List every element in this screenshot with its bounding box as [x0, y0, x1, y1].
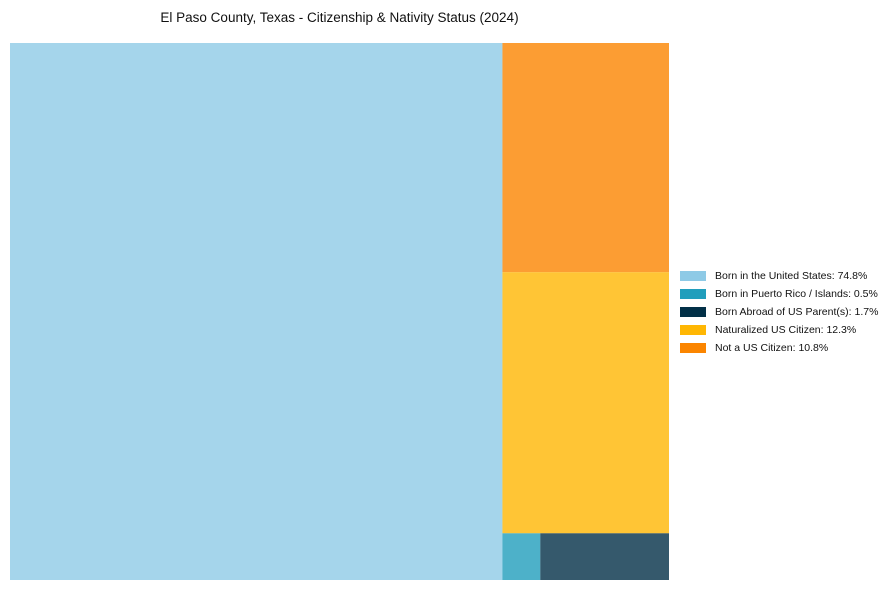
- legend: Born in the United States: 74.8% Born in…: [680, 267, 878, 357]
- treemap: [10, 43, 669, 580]
- legend-label: Not a US Citizen: 10.8%: [715, 342, 829, 354]
- legend-label: Born Abroad of US Parent(s): 1.7%: [715, 306, 879, 318]
- treemap-tile-not-a-us-citizen: [502, 43, 669, 273]
- legend-item: Born in the United States: 74.8%: [680, 267, 878, 285]
- treemap-tile-born-abroad-of-us-parent-s-: [540, 533, 669, 580]
- legend-item: Born in Puerto Rico / Islands: 0.5%: [680, 285, 878, 303]
- legend-swatch: [680, 289, 706, 299]
- legend-swatch: [680, 307, 706, 317]
- legend-label: Born in Puerto Rico / Islands: 0.5%: [715, 288, 878, 300]
- legend-item: Naturalized US Citizen: 12.3%: [680, 321, 878, 339]
- treemap-tile-naturalized-us-citizen: [502, 272, 669, 534]
- treemap-tile-born-in-puerto-rico-islands: [502, 533, 541, 580]
- legend-item: Born Abroad of US Parent(s): 1.7%: [680, 303, 878, 321]
- legend-label: Born in the United States: 74.8%: [715, 270, 868, 282]
- treemap-tile-born-in-the-united-states: [10, 43, 503, 580]
- legend-label: Naturalized US Citizen: 12.3%: [715, 324, 857, 336]
- legend-swatch: [680, 325, 706, 335]
- legend-swatch: [680, 271, 706, 281]
- chart-title: El Paso County, Texas - Citizenship & Na…: [160, 10, 519, 25]
- legend-swatch: [680, 343, 706, 353]
- legend-item: Not a US Citizen: 10.8%: [680, 339, 878, 357]
